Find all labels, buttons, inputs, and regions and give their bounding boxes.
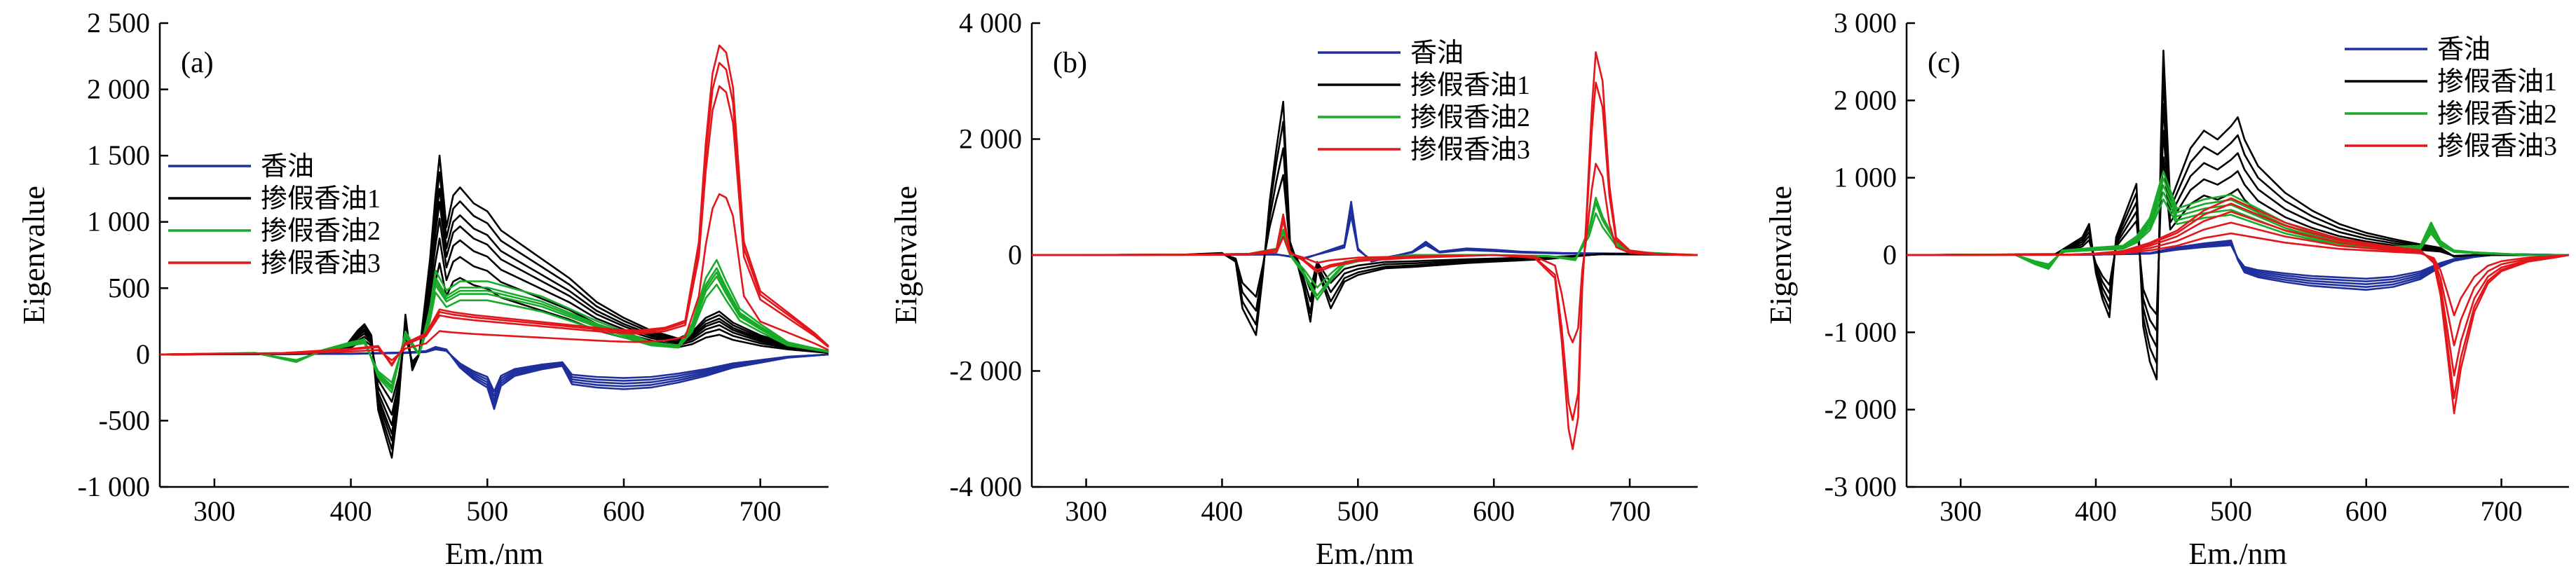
series-line-adulterated-3 xyxy=(1906,221,2570,347)
series-line-xiangyou xyxy=(159,348,829,393)
chart-panel-a: -1 000 -500 0 500 1 000 1 500 2 000 2 500 300 400… xyxy=(17,7,829,571)
y-tick-label: 1 000 xyxy=(87,206,150,238)
y-tick-label: -4 000 xyxy=(950,471,1022,502)
y-tick-label: -1 000 xyxy=(1825,316,1897,348)
x-tick-label: 300 xyxy=(1940,495,1982,527)
legend-label: 掺假香油1 xyxy=(1410,71,1530,100)
x-axis-title: Em./nm xyxy=(2188,537,2287,571)
y-tick-label: -500 xyxy=(99,404,150,436)
y-tick-label: -2 000 xyxy=(950,355,1022,387)
panel-label: (c) xyxy=(1928,47,1961,79)
y-axis-title: Eigenvalue xyxy=(1764,186,1798,324)
y-tick-label: 0 xyxy=(1883,239,1897,270)
x-tick-label: 700 xyxy=(1609,495,1651,527)
series-line-xiangyou xyxy=(1906,240,2570,291)
series-line-adulterated-1 xyxy=(1031,121,1698,326)
x-tick-label: 600 xyxy=(603,495,645,527)
x-tick-label: 700 xyxy=(2481,495,2523,527)
chart-panel-b: -4 000 -2 000 0 2 000 4 000 300 400 500 600 700 Em… xyxy=(889,7,1698,571)
panel-label: (a) xyxy=(181,47,214,79)
y-tick-label: 2 000 xyxy=(959,123,1022,155)
y-tick-label: -1 000 xyxy=(78,471,150,502)
legend-label: 掺假香油1 xyxy=(2437,67,2557,97)
series-line-adulterated-3 xyxy=(1031,163,1698,343)
y-axis-title: Eigenvalue xyxy=(889,186,923,324)
series-line-adulterated-1 xyxy=(1031,174,1698,298)
x-tick-label: 400 xyxy=(1201,495,1243,527)
panel-label: (b) xyxy=(1053,47,1087,79)
legend-label: 掺假香油2 xyxy=(261,216,381,246)
legend-label: 香油 xyxy=(261,152,314,181)
series-line-adulterated-2 xyxy=(1031,212,1698,289)
series-line-adulterated-1 xyxy=(1906,156,2569,316)
y-tick-label: 0 xyxy=(136,338,150,370)
series-line-adulterated-3 xyxy=(1906,210,2570,377)
series-line-adulterated-1 xyxy=(1906,49,2569,380)
series-line-xiangyou xyxy=(159,345,829,411)
series-line-xiangyou xyxy=(1031,200,1698,263)
series-line-adulterated-3 xyxy=(1906,197,2570,415)
series-line-xiangyou xyxy=(159,348,829,397)
legend-label: 掺假香油1 xyxy=(261,184,381,214)
series-line-adulterated-2 xyxy=(159,259,829,394)
legend-label: 掺假香油3 xyxy=(261,249,381,278)
y-tick-label: 500 xyxy=(108,272,150,303)
x-tick-label: 400 xyxy=(330,495,372,527)
series-line-adulterated-2 xyxy=(159,267,829,390)
y-tick-label: 2 000 xyxy=(87,74,150,105)
y-axis-title: Eigenvalue xyxy=(17,186,51,324)
series-line-xiangyou xyxy=(1906,243,2570,282)
series-line-adulterated-2 xyxy=(159,283,829,384)
y-tick-label: 3 000 xyxy=(1834,7,1897,39)
series-line-adulterated-1 xyxy=(159,154,829,459)
x-tick-label: 600 xyxy=(2345,495,2387,527)
y-tick-label: -2 000 xyxy=(1825,394,1897,425)
series-line-xiangyou xyxy=(159,347,829,401)
series-line-adulterated-1 xyxy=(1906,76,2569,364)
y-tick-label: 2 000 xyxy=(1834,84,1897,116)
series-line-adulterated-1 xyxy=(1031,147,1698,312)
x-tick-label: 500 xyxy=(1337,495,1379,527)
legend-label: 掺假香油3 xyxy=(1410,135,1530,165)
x-axis-title: Em./nm xyxy=(445,537,544,571)
series-line-adulterated-2 xyxy=(1031,196,1698,301)
x-tick-label: 700 xyxy=(740,495,782,527)
y-tick-label: 1 500 xyxy=(87,139,150,171)
y-tick-label: 0 xyxy=(1008,239,1022,270)
x-axis-title: Em./nm xyxy=(1316,537,1415,571)
x-tick-label: 500 xyxy=(2210,495,2252,527)
series-line-xiangyou xyxy=(1906,244,2570,280)
legend-label: 掺假香油2 xyxy=(2437,99,2557,129)
series-line-xiangyou xyxy=(1906,240,2570,288)
x-tick-label: 300 xyxy=(193,495,236,527)
legend-label: 香油 xyxy=(2437,35,2490,64)
x-tick-label: 400 xyxy=(2075,495,2117,527)
series-line-adulterated-1 xyxy=(1906,103,2569,348)
series-line-adulterated-3 xyxy=(1906,232,2570,317)
series-line-adulterated-2 xyxy=(1906,170,2569,270)
series-line-adulterated-3 xyxy=(159,44,829,367)
x-tick-label: 600 xyxy=(1473,495,1515,527)
y-tick-label: 4 000 xyxy=(959,7,1022,39)
chart-panel-c: -3 000 -2 000 -1 000 0 1 000 2 000 3 000 300 400… xyxy=(1764,7,2570,571)
y-tick-label: -3 000 xyxy=(1825,471,1897,502)
series-line-adulterated-3 xyxy=(1031,51,1698,450)
series-line-adulterated-3 xyxy=(1031,81,1698,421)
legend-label: 香油 xyxy=(1410,39,1464,68)
x-tick-label: 300 xyxy=(1065,495,1108,527)
series-line-adulterated-3 xyxy=(1906,202,2570,399)
y-tick-label: 2 500 xyxy=(87,7,150,39)
legend-label: 掺假香油3 xyxy=(2437,132,2557,161)
legend-label: 掺假香油2 xyxy=(1410,103,1530,132)
series-line-xiangyou xyxy=(1906,242,2570,285)
x-tick-label: 500 xyxy=(466,495,508,527)
y-tick-label: 1 000 xyxy=(1834,162,1897,193)
